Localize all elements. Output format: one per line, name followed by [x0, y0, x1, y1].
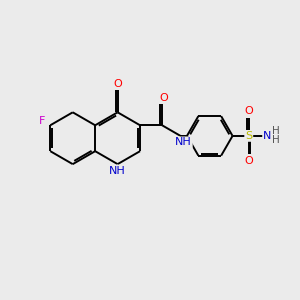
Text: O: O [244, 156, 253, 166]
Text: N: N [263, 131, 272, 141]
Text: NH: NH [175, 137, 192, 147]
Text: O: O [113, 79, 122, 89]
Text: H: H [272, 127, 280, 136]
Text: O: O [159, 92, 168, 103]
Text: O: O [244, 106, 253, 116]
Text: NH: NH [109, 166, 126, 176]
Text: S: S [245, 131, 252, 141]
Text: H: H [272, 135, 280, 145]
Text: F: F [39, 116, 45, 126]
